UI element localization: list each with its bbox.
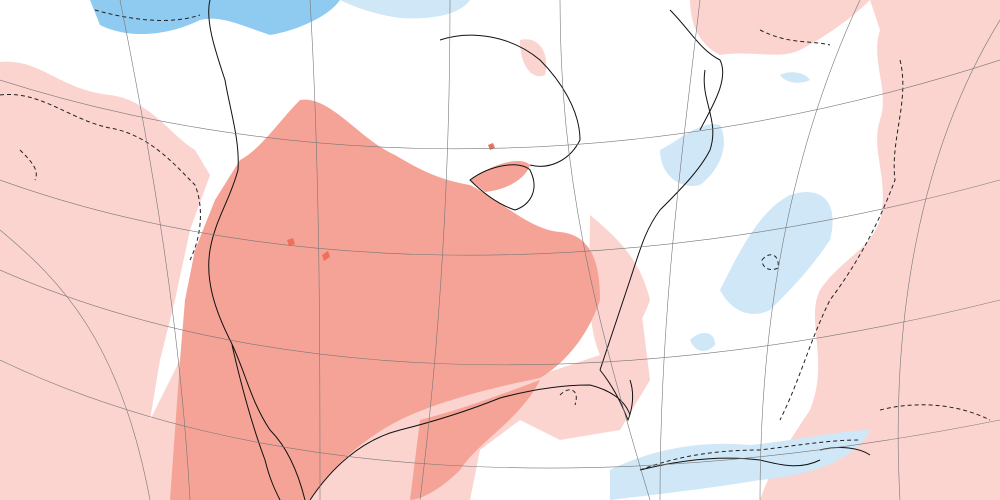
longitude-line	[559, 0, 651, 500]
longitude-line	[897, 19, 1000, 500]
atlantic-dashed-contour	[779, 59, 904, 421]
caribbean-dashed-contour	[639, 439, 861, 471]
pacific-dashed-contour	[0, 93, 201, 261]
northeast-pacific-warm-anomaly	[0, 61, 210, 500]
latitude-line	[0, 59, 1000, 150]
longitude-line	[659, 0, 701, 500]
great-lakes-outline	[469, 164, 535, 211]
warm-strong-layer	[170, 99, 600, 500]
north-atlantic-warm-anomaly	[760, 0, 1000, 500]
bahamas-cool-anomaly	[690, 333, 715, 352]
dashed-contours	[0, 9, 991, 471]
western-atlantic-cool-anomaly	[720, 192, 833, 314]
labrador-dashed-contour	[759, 29, 831, 46]
cool-layer	[90, 0, 870, 500]
longitude-line	[119, 0, 191, 500]
hudson-bay-coastline	[439, 34, 581, 167]
coast-dashed-contour	[19, 149, 37, 181]
florida-coastline	[599, 369, 634, 422]
longitude-line	[419, 0, 451, 500]
longitude-line	[759, 0, 861, 500]
cuba-dashed-contour	[879, 404, 991, 421]
caribbean-cool-anomaly	[610, 430, 870, 500]
canada-east-warm-anomaly	[520, 39, 547, 77]
labrador-warm-anomaly	[690, 0, 870, 55]
atlantic-coastline	[599, 69, 714, 371]
latitude-line	[0, 179, 1000, 256]
longitude-line	[309, 0, 321, 500]
arctic-cool-anomaly	[90, 0, 340, 35]
cuba-coastline	[639, 457, 821, 471]
utah-warm-peak	[287, 238, 295, 246]
coastline-outline	[208, 0, 871, 500]
latitude-line	[0, 269, 1000, 366]
central-us-warm-anomaly	[410, 380, 540, 500]
labrador-coastline	[669, 9, 724, 131]
latitude-line	[0, 359, 1000, 469]
arctic-cool-weak	[340, 0, 470, 19]
colorado-warm-peak	[322, 251, 330, 261]
labrador-cool-anomaly	[780, 72, 810, 83]
gulf-coastline	[309, 384, 631, 500]
great-lakes-warm-anomaly	[470, 160, 530, 192]
baja-peninsula	[231, 344, 281, 500]
gulf-dashed-contour	[559, 389, 577, 406]
western-us-warm-anomaly	[170, 99, 600, 500]
atlantic-cool-dashed-contour	[761, 254, 779, 271]
nova-scotia-cool-anomaly	[660, 124, 724, 186]
longitude-line	[0, 229, 151, 500]
pacific-coastline	[208, 0, 306, 500]
